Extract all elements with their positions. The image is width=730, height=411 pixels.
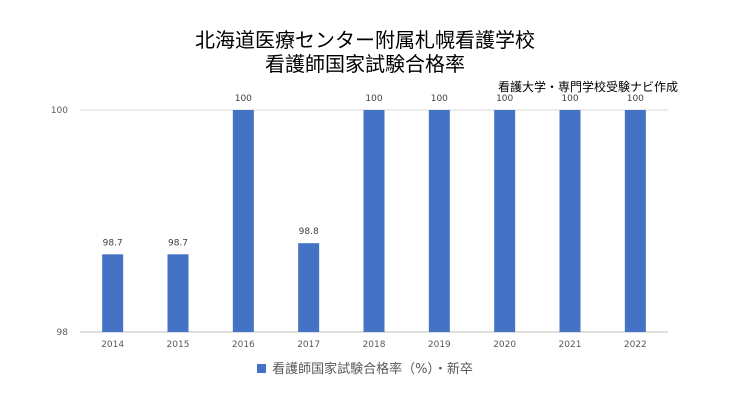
chart-title-line-1: 北海道医療センター附属札幌看護学校 <box>195 28 535 52</box>
bar <box>624 110 646 332</box>
data-label: 98.8 <box>299 227 319 237</box>
data-label: 100 <box>431 94 448 104</box>
legend-label: 看護師国家試験合格率（%）・新卒 <box>272 362 473 377</box>
bar <box>494 110 516 332</box>
data-label: 100 <box>496 94 513 104</box>
bar <box>298 243 320 332</box>
bar <box>363 110 385 332</box>
x-tick-label: 2018 <box>363 340 386 350</box>
x-tick-label: 2016 <box>232 340 255 350</box>
x-tick-label: 2021 <box>559 340 582 350</box>
bar <box>167 254 189 332</box>
x-tick-label: 2015 <box>167 340 190 350</box>
x-tick-label: 2022 <box>624 340 647 350</box>
chart-title-line-2: 看護師国家試験合格率 <box>265 52 465 76</box>
x-tick-label: 2019 <box>428 340 451 350</box>
bar <box>102 254 124 332</box>
data-label: 100 <box>365 94 382 104</box>
x-tick-label: 2020 <box>493 340 516 350</box>
data-label: 100 <box>235 94 252 104</box>
y-tick-label: 98 <box>57 328 69 338</box>
bar <box>428 110 450 332</box>
data-label: 98.7 <box>168 238 188 248</box>
data-label: 98.7 <box>103 238 123 248</box>
legend-swatch <box>257 364 267 373</box>
data-label: 100 <box>561 94 578 104</box>
bar <box>232 110 254 332</box>
legend: 看護師国家試験合格率（%）・新卒 <box>0 358 730 377</box>
chart-credit: 看護大学・専門学校受験ナビ作成 <box>497 80 678 94</box>
data-label: 100 <box>627 94 644 104</box>
y-tick-label: 100 <box>51 106 68 116</box>
x-tick-label: 2014 <box>101 340 124 350</box>
bar <box>559 110 581 332</box>
x-tick-label: 2017 <box>297 340 320 350</box>
